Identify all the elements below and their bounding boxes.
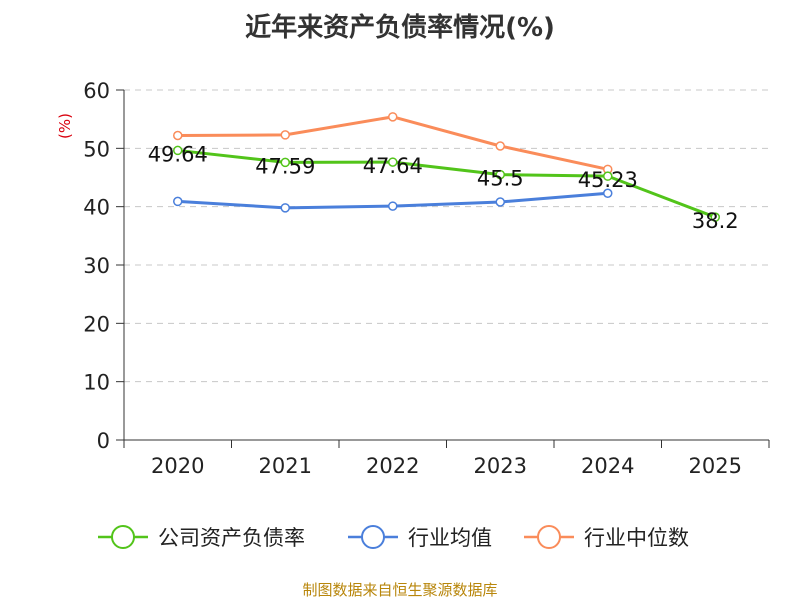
legend: 公司资产负债率 行业均值 行业中位数 bbox=[98, 525, 689, 550]
data-point bbox=[280, 130, 290, 140]
chart-title: 近年来资产负债率情况(%) bbox=[245, 13, 555, 43]
x-tick-label: 2024 bbox=[581, 454, 634, 478]
series-layer bbox=[173, 112, 720, 222]
y-tick-label: 0 bbox=[97, 429, 110, 453]
y-tick-label: 20 bbox=[83, 312, 110, 336]
y-tick-label: 50 bbox=[83, 137, 110, 161]
legend-label: 行业中位数 bbox=[584, 526, 689, 550]
data-point bbox=[173, 130, 183, 141]
data-label: 47.64 bbox=[363, 154, 423, 178]
data-point bbox=[173, 196, 183, 207]
grid-layer bbox=[124, 89, 769, 383]
series-line bbox=[177, 148, 716, 219]
axis-layer: 0 10 20 30 40 50 60 2020 2021 2022 2023 2024 2025 (%) bbox=[56, 79, 770, 478]
data-label: 47.59 bbox=[255, 154, 315, 178]
data-point bbox=[710, 212, 720, 222]
x-tick-label: 2022 bbox=[366, 454, 419, 478]
y-tick-label: 10 bbox=[83, 371, 110, 395]
y-axis-label: (%) bbox=[56, 113, 74, 139]
data-label: 49.64 bbox=[148, 142, 208, 166]
source-note: 制图数据来自恒生聚源数据库 bbox=[302, 581, 498, 599]
data-point bbox=[603, 188, 613, 198]
legend-marker bbox=[361, 525, 385, 549]
legend-marker bbox=[537, 525, 561, 549]
data-point bbox=[495, 141, 505, 151]
y-tick-label: 40 bbox=[83, 196, 110, 220]
x-tick-label: 2021 bbox=[259, 454, 312, 478]
data-point bbox=[495, 169, 505, 180]
x-tick-label: 2025 bbox=[689, 454, 742, 478]
data-label: 45.23 bbox=[578, 168, 638, 192]
legend-marker bbox=[111, 525, 135, 549]
data-label: 38.2 bbox=[692, 209, 739, 233]
data-point bbox=[280, 157, 290, 168]
x-tick-label: 2023 bbox=[474, 454, 527, 478]
data-label: 45.5 bbox=[477, 167, 524, 191]
data-point bbox=[495, 197, 505, 207]
data-point bbox=[388, 112, 398, 122]
data-point bbox=[280, 203, 290, 213]
data-point bbox=[388, 201, 398, 211]
y-tick-label: 60 bbox=[83, 79, 110, 103]
legend-label: 公司资产负债率 bbox=[158, 526, 305, 550]
legend-label: 行业均值 bbox=[408, 526, 492, 550]
data-point bbox=[603, 171, 613, 181]
data-label-layer: 49.64 47.59 47.64 45.5 45.23 38.2 bbox=[148, 142, 739, 233]
y-tick-label: 30 bbox=[83, 254, 110, 278]
data-point bbox=[388, 157, 398, 167]
data-point bbox=[173, 145, 183, 156]
x-tick-label: 2020 bbox=[151, 454, 204, 478]
